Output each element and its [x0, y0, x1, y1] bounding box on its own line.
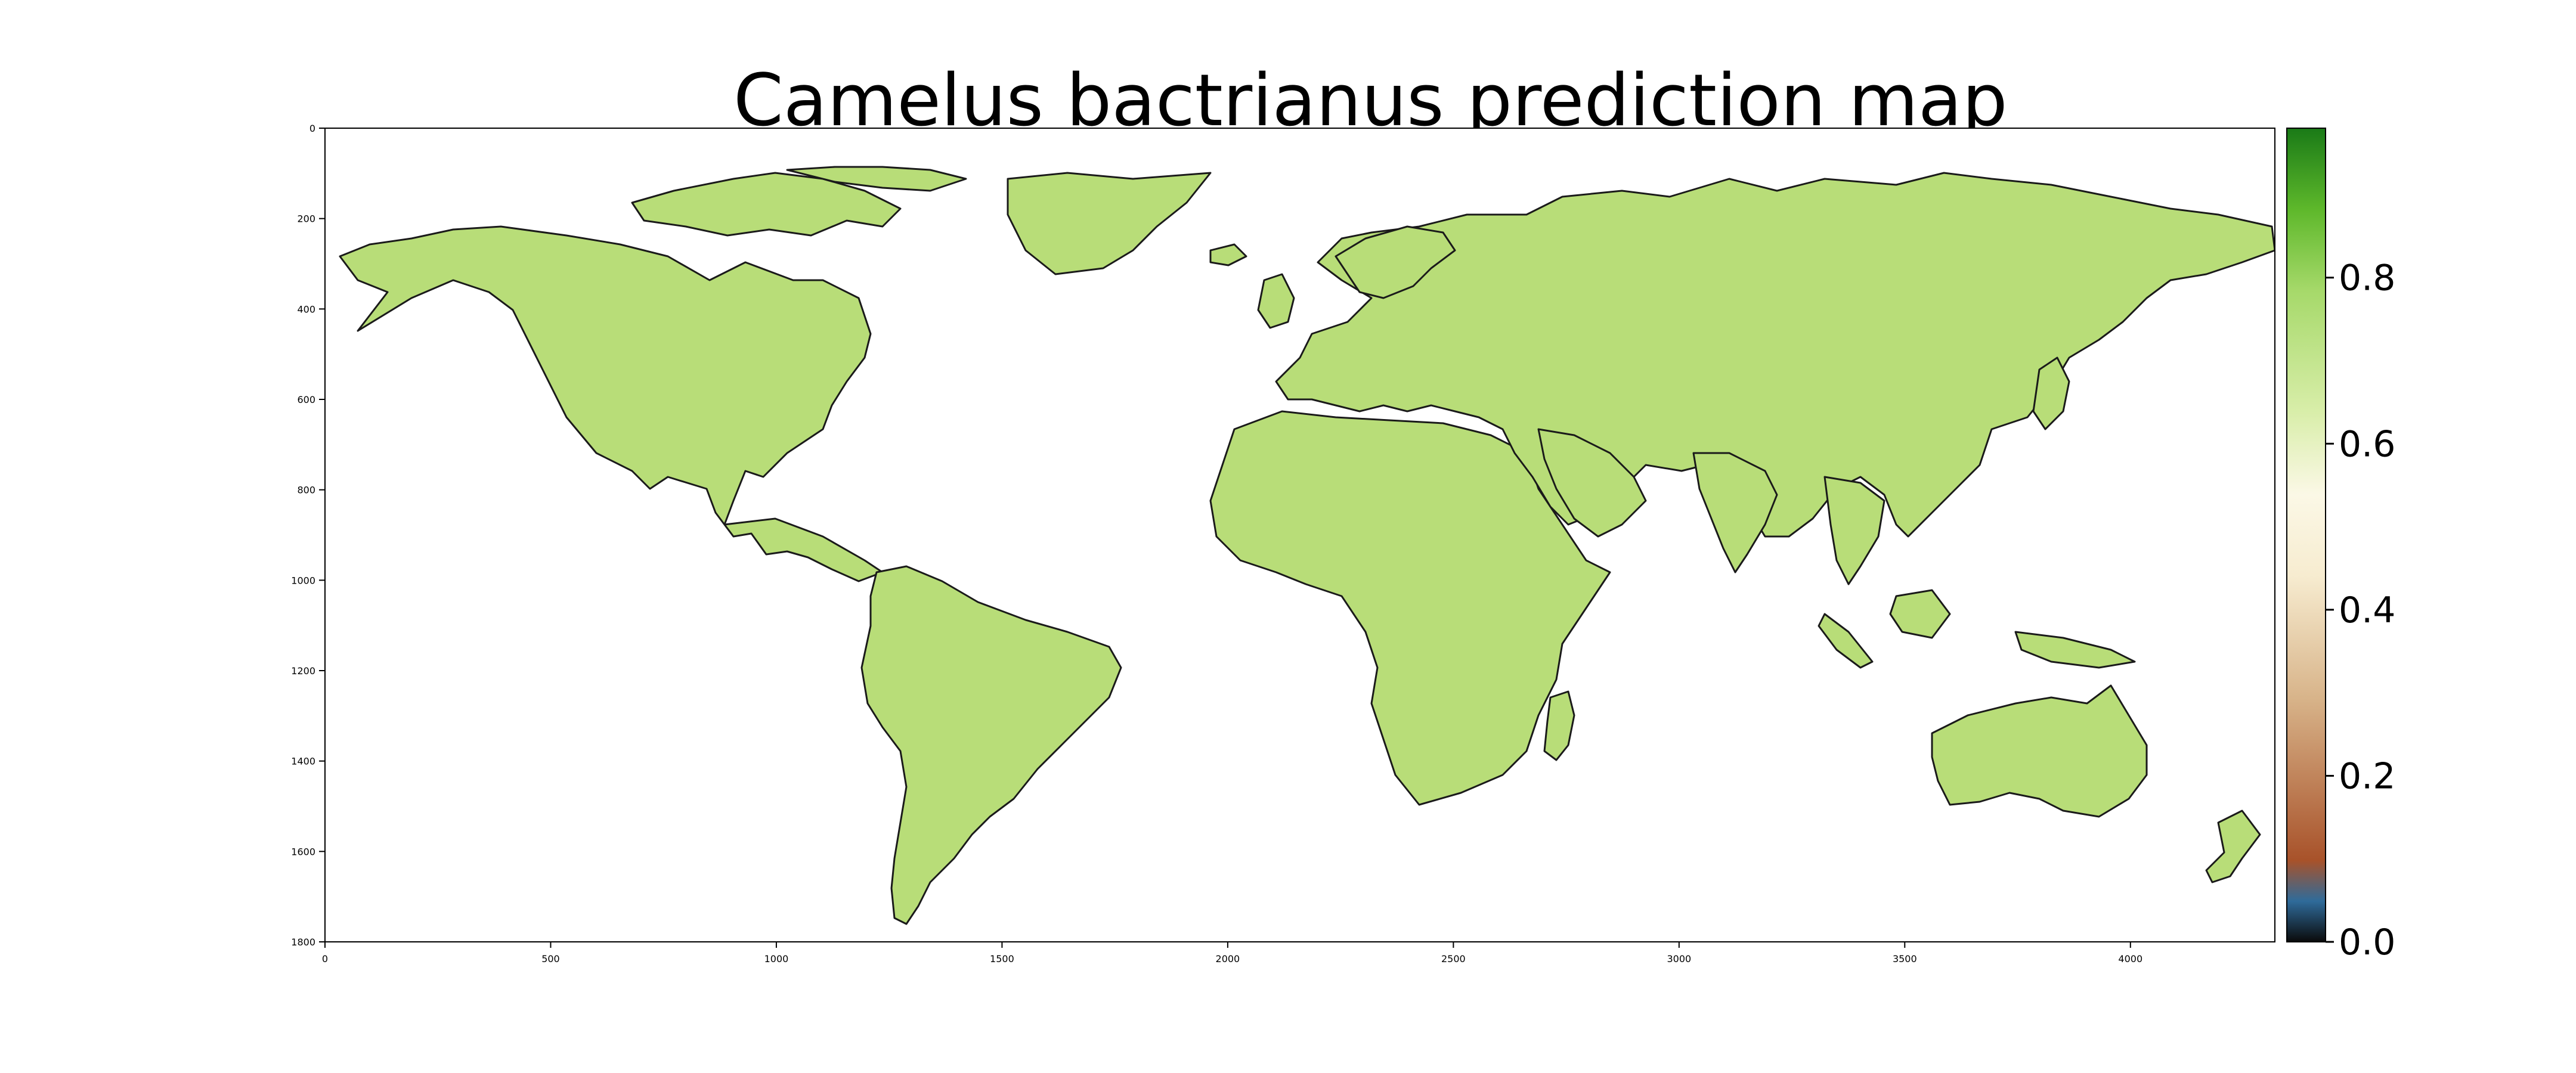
- ellesmere-island: [786, 166, 967, 192]
- y-tick-label: 1000: [291, 575, 315, 586]
- x-tick-label: 2500: [1441, 953, 1466, 965]
- new-guinea: [2014, 631, 2136, 669]
- x-tick-label: 1500: [990, 953, 1014, 965]
- colorbar: 0.0 0.2 0.4 0.6 0.8: [2286, 128, 2395, 963]
- y-tick-label: 600: [297, 394, 315, 405]
- map-frame: [324, 128, 2275, 942]
- colorbar-tick-label: 0.2: [2339, 755, 2395, 797]
- japan: [2032, 356, 2070, 430]
- map-panel: [324, 128, 2275, 942]
- y-tick-label: 0: [309, 123, 315, 134]
- indochina: [1823, 476, 1885, 585]
- y-tick-label: 200: [297, 213, 315, 225]
- x-tick-label: 500: [541, 953, 560, 965]
- colorbar-tick-label: 0.0: [2339, 922, 2395, 963]
- north-america: [339, 225, 884, 582]
- x-tick-label: 1000: [764, 953, 789, 965]
- x-tick-label: 0: [322, 953, 328, 965]
- madagascar: [1543, 690, 1575, 761]
- y-tick-label: 1200: [291, 665, 315, 677]
- iceland: [1209, 243, 1247, 266]
- greenland: [1007, 172, 1212, 275]
- colorbar-tick-label: 0.6: [2339, 423, 2395, 465]
- y-tick-label: 1600: [291, 846, 315, 857]
- x-tick-label: 3500: [1893, 953, 1917, 965]
- colorbar-ticks: 0.0 0.2 0.4 0.6 0.8: [2326, 258, 2395, 963]
- arctic-archipelago: [631, 172, 902, 237]
- y-tick-label: 400: [297, 303, 315, 315]
- x-axis: 0 500 1000 1500 2000 2500 3000 3500 4000: [322, 942, 2142, 965]
- x-tick-label: 4000: [2118, 953, 2142, 965]
- y-tick-label: 800: [297, 485, 315, 496]
- y-tick-label: 1800: [291, 936, 315, 948]
- great-britain: [1257, 273, 1295, 329]
- sumatra: [1818, 613, 1874, 669]
- colorbar-tick-label: 0.8: [2339, 258, 2395, 299]
- x-tick-label: 3000: [1667, 953, 1691, 965]
- indian-subcontinent: [1692, 452, 1778, 573]
- new-zealand: [2205, 810, 2261, 883]
- africa: [1209, 410, 1611, 806]
- colorbar-scale: [2286, 128, 2326, 942]
- south-america: [860, 565, 1122, 925]
- scandinavia: [1335, 225, 1456, 299]
- x-tick-label: 2000: [1216, 953, 1240, 965]
- y-tick-label: 1400: [291, 756, 315, 767]
- borneo: [1889, 589, 1951, 639]
- y-axis: 0 200 400 600 800 1000 1200 1400 1600 1800: [291, 123, 325, 948]
- colorbar-tick-label: 0.4: [2339, 590, 2395, 631]
- land-masses: [339, 166, 2275, 925]
- australia: [1931, 684, 2148, 818]
- arabian-peninsula: [1537, 428, 1647, 538]
